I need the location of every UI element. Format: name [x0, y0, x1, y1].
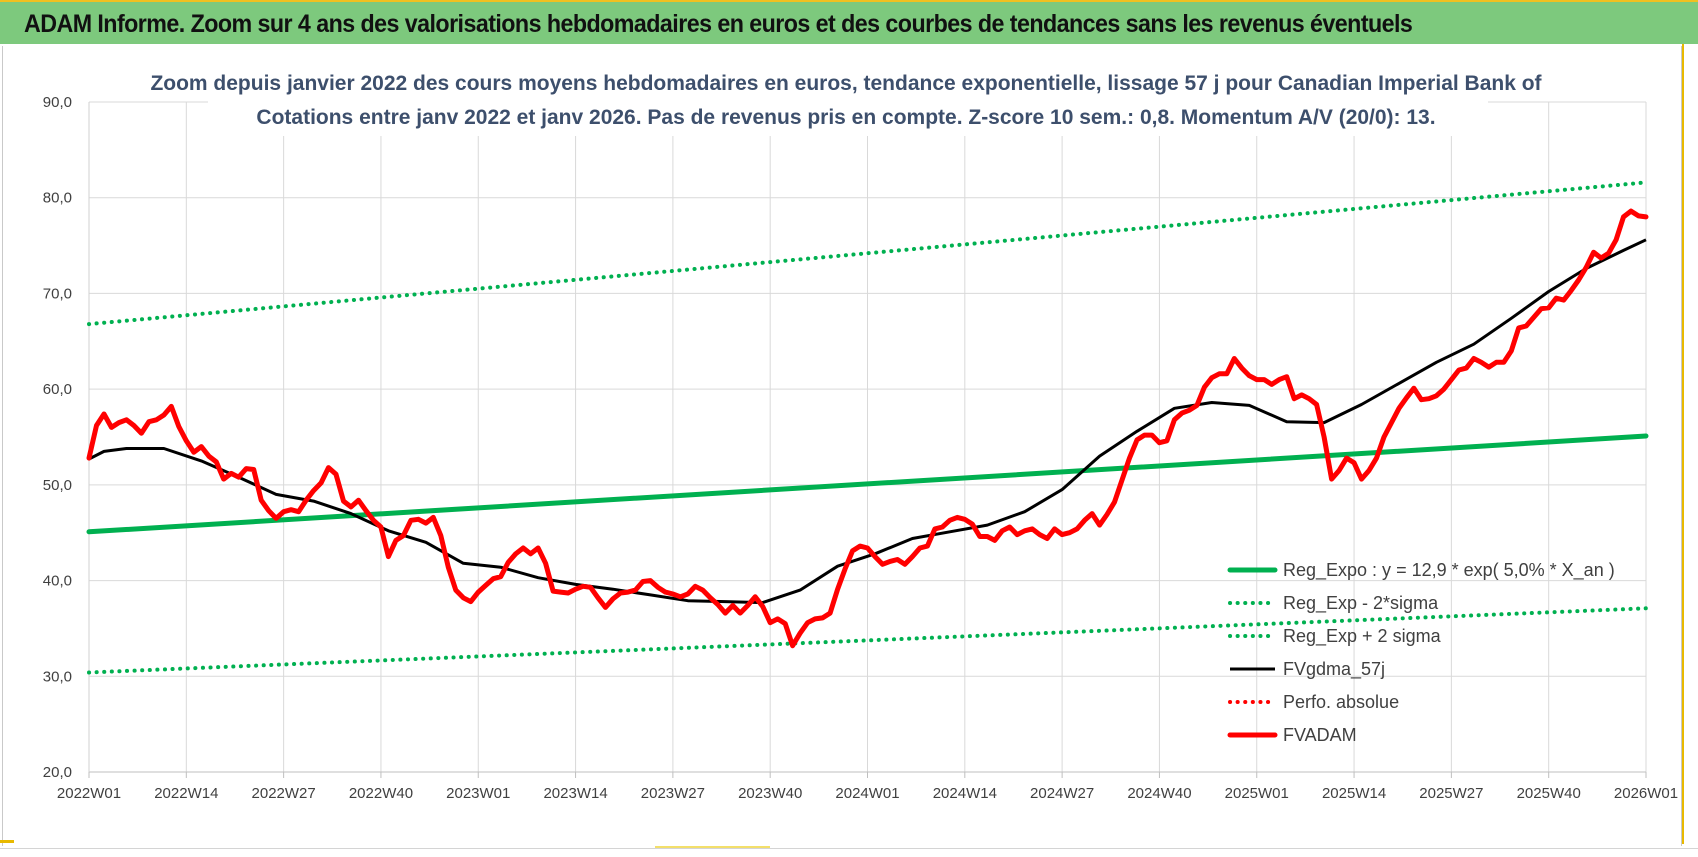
- y-tick-label: 50,0: [43, 477, 72, 494]
- x-tick-label: 2024W27: [1030, 785, 1094, 802]
- x-tick-label: 2022W40: [349, 785, 413, 802]
- y-tick-label: 60,0: [43, 381, 72, 398]
- frame-accent-bottom-mid: [655, 846, 770, 848]
- x-tick-label: 2023W40: [738, 785, 802, 802]
- series-layer: [86, 180, 1649, 675]
- grid: [89, 101, 1647, 772]
- legend-label: Reg_Exp - 2*sigma: [1283, 593, 1439, 614]
- series-line-reg-expo-y-12-9-exp-5-0-x-an-: [86, 433, 1649, 535]
- y-tick-label: 20,0: [43, 764, 72, 781]
- x-tick-label: 2022W27: [252, 785, 316, 802]
- report-banner: ADAM Informe. Zoom sur 4 ans des valoris…: [0, 0, 1698, 44]
- x-tick-label: 2023W14: [543, 785, 607, 802]
- y-tick-label: 30,0: [43, 668, 72, 685]
- x-tick-label: 2025W40: [1517, 785, 1581, 802]
- chart-title-background: [208, 64, 1488, 136]
- frame-bottom-line: [0, 848, 1698, 849]
- x-tick-label: 2023W01: [446, 785, 510, 802]
- x-tick-label: 2022W01: [57, 785, 121, 802]
- legend-label: Reg_Exp + 2 sigma: [1283, 626, 1442, 647]
- legend-label: Perfo. absolue: [1283, 692, 1399, 712]
- y-tick-label: 70,0: [43, 285, 72, 302]
- chart-title-line-1: Zoom depuis janvier 2022 des cours moyen…: [150, 72, 1542, 95]
- y-tick-label: 90,0: [43, 94, 72, 111]
- legend-label: Reg_Expo : y = 12,9 * exp( 5,0% * X_an ): [1283, 560, 1615, 581]
- legend: Reg_Expo : y = 12,9 * exp( 5,0% * X_an )…: [1227, 560, 1615, 745]
- y-tick-label: 80,0: [43, 190, 72, 207]
- axes: 20,0 30,0 40,0 50,0 60,0 70,0 80,0 90,0 2022W01 2…: [43, 94, 1678, 802]
- x-tick-label: 2022W14: [154, 785, 218, 802]
- x-tick-label: 2024W40: [1127, 785, 1191, 802]
- chart-frame: [2, 46, 1682, 846]
- legend-label: FVgdma_57j: [1283, 659, 1385, 680]
- frame-accent-right: [1682, 44, 1684, 844]
- x-tick-label: 2025W14: [1322, 785, 1386, 802]
- series-line-reg-exp-2-sigma: [87, 180, 1648, 327]
- x-tick-label: 2026W01: [1614, 785, 1678, 802]
- legend-label: FVADAM: [1283, 725, 1357, 745]
- y-tick-label: 40,0: [43, 573, 72, 590]
- x-tick-label: 2024W01: [835, 785, 899, 802]
- frame-accent-bottom-left: [0, 840, 14, 843]
- series-line-fvadam: [86, 208, 1649, 649]
- chart-title-line-2: Cotations entre janv 2022 et janv 2026. …: [256, 106, 1435, 129]
- x-tick-label: 2023W27: [641, 785, 705, 802]
- series-line-fvgdma-57j: [88, 238, 1647, 605]
- x-tick-label: 2025W27: [1419, 785, 1483, 802]
- report-title: ADAM Informe. Zoom sur 4 ans des valoris…: [24, 10, 1413, 38]
- x-tick-label: 2025W01: [1225, 785, 1289, 802]
- x-tick-label: 2024W14: [933, 785, 997, 802]
- series-line-reg-exp-2-sigma: [87, 606, 1648, 675]
